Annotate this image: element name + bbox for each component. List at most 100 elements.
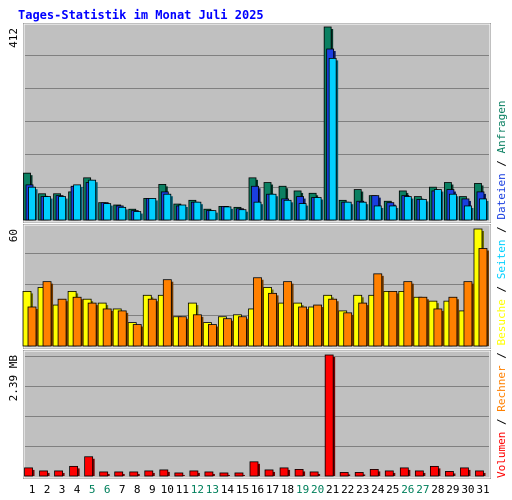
bar-seiten-day-21	[328, 57, 337, 221]
bar-seiten-day-4	[73, 184, 82, 221]
x-tick-label: 21	[326, 483, 339, 496]
legend-separator: /	[495, 279, 508, 299]
bar-volumen-day-30	[460, 467, 469, 477]
x-tick-label: 6	[104, 483, 111, 496]
bar-rechner-day-22	[343, 312, 353, 347]
bar-seiten-day-7	[118, 206, 127, 221]
bar-seiten-day-9	[148, 198, 157, 221]
bar-rechner-day-17	[268, 292, 277, 347]
x-tick-label: 17	[266, 483, 279, 496]
bar-volumen-day-1	[24, 467, 33, 477]
bar-rechner-day-11	[177, 316, 187, 347]
bar-volumen-day-29	[445, 471, 454, 477]
bar-volumen-day-3	[54, 470, 63, 477]
x-tick-label: 24	[371, 483, 385, 496]
bar-rechner-day-25	[388, 290, 398, 347]
x-tick-label: 3	[59, 483, 66, 496]
bar-seiten-day-17	[268, 193, 277, 221]
bar-volumen-day-18	[279, 467, 289, 477]
bar-seiten-day-23	[358, 201, 367, 221]
bar-volumen-day-25	[384, 470, 394, 477]
bar-volumen-day-17	[264, 469, 274, 477]
legend-item-rechner: Rechner	[495, 365, 508, 412]
bar-volumen-day-16	[249, 461, 259, 477]
bar-volumen-day-22	[339, 472, 349, 477]
x-tick-label: 11	[176, 483, 189, 496]
x-tick-label: 1	[29, 483, 36, 496]
x-tick-label: 15	[236, 483, 249, 496]
legend-separator: /	[495, 220, 508, 240]
bar-rechner-day-29	[448, 296, 458, 347]
bar-seiten-day-12	[193, 201, 202, 221]
x-tick-label: 10	[161, 483, 174, 496]
bar-rechner-day-13	[208, 324, 217, 347]
bar-seiten-day-18	[283, 199, 292, 221]
x-tick-label: 20	[311, 483, 324, 496]
bar-rechner-day-26	[403, 281, 413, 347]
bar-seiten-day-14	[223, 206, 232, 221]
bar-volumen-day-9	[144, 470, 154, 477]
bar-volumen-day-31	[475, 470, 484, 477]
bar-seiten-day-11	[178, 204, 187, 221]
bar-volumen-day-2	[39, 470, 48, 477]
bar-seiten-day-28	[433, 189, 442, 221]
legend-item-anfragen: Anfragen	[495, 100, 508, 153]
bar-seiten-day-24	[373, 205, 382, 221]
bar-volumen-day-11	[174, 472, 184, 477]
bar-rechner-day-15	[238, 316, 247, 347]
bar-volumen-day-28	[429, 465, 439, 477]
x-tick-label: 26	[401, 483, 414, 496]
bar-rechner-day-30	[463, 281, 473, 347]
bar-volumen-day-8	[129, 471, 139, 477]
bar-volumen-day-19	[294, 469, 304, 477]
bar-seiten-day-20	[313, 197, 322, 221]
bar-seiten-day-6	[103, 203, 112, 221]
x-tick-label: 9	[149, 483, 156, 496]
bar-rechner-day-2	[42, 281, 52, 347]
bar-volumen-day-7	[114, 471, 124, 477]
x-tick-label: 27	[416, 483, 429, 496]
bar-seiten-day-10	[163, 193, 172, 221]
bar-volumen-day-10	[159, 469, 169, 477]
x-tick-label: 31	[476, 483, 489, 496]
panel-volume: 2.39 MB	[7, 350, 491, 479]
series-seiten	[28, 57, 489, 221]
bar-seiten-day-30	[464, 205, 472, 221]
bar-rechner-day-21	[328, 298, 338, 347]
bar-volumen-day-4	[69, 465, 79, 477]
panel-background	[23, 350, 491, 479]
bar-rechner-day-8	[132, 324, 142, 347]
bar-rechner-day-9	[147, 298, 157, 347]
series-rechner	[27, 248, 489, 347]
bar-rechner-day-31	[478, 248, 488, 347]
bar-rechner-day-14	[223, 318, 232, 347]
max-value-label: 412	[7, 28, 20, 48]
bar-seiten-day-1	[28, 186, 36, 221]
bar-seiten-day-13	[208, 210, 217, 221]
bar-volumen-day-14	[219, 472, 229, 477]
bar-volumen-day-5	[84, 456, 94, 477]
right-legend: Volumen / Rechner / Besuche / Seiten / D…	[495, 100, 508, 478]
bar-volumen-day-15	[234, 472, 244, 477]
legend-item-besuche: Besuche	[495, 299, 508, 345]
bar-seiten-day-31	[479, 198, 487, 221]
bar-rechner-day-16	[253, 277, 262, 347]
bar-seiten-day-2	[43, 196, 51, 221]
bar-seiten-day-15	[238, 209, 247, 221]
bar-seiten-day-16	[253, 201, 262, 221]
bar-rechner-day-7	[117, 310, 127, 347]
x-tick-label: 18	[281, 483, 294, 496]
x-tick-label: 22	[341, 483, 354, 496]
bar-rechner-day-3	[57, 298, 67, 347]
series-volumen	[24, 354, 486, 477]
x-tick-label: 14	[221, 483, 235, 496]
bar-volumen-day-24	[369, 469, 379, 477]
bar-seiten-day-19	[298, 203, 307, 221]
bar-seiten-day-3	[58, 196, 66, 221]
legend-text: Volumen / Rechner / Besuche / Seiten / D…	[495, 100, 508, 478]
bar-rechner-day-20	[313, 304, 323, 347]
bar-rechner-day-5	[87, 302, 97, 347]
chart-panels: 412 60 2.39 MB	[7, 23, 491, 479]
x-tick-label: 29	[446, 483, 459, 496]
